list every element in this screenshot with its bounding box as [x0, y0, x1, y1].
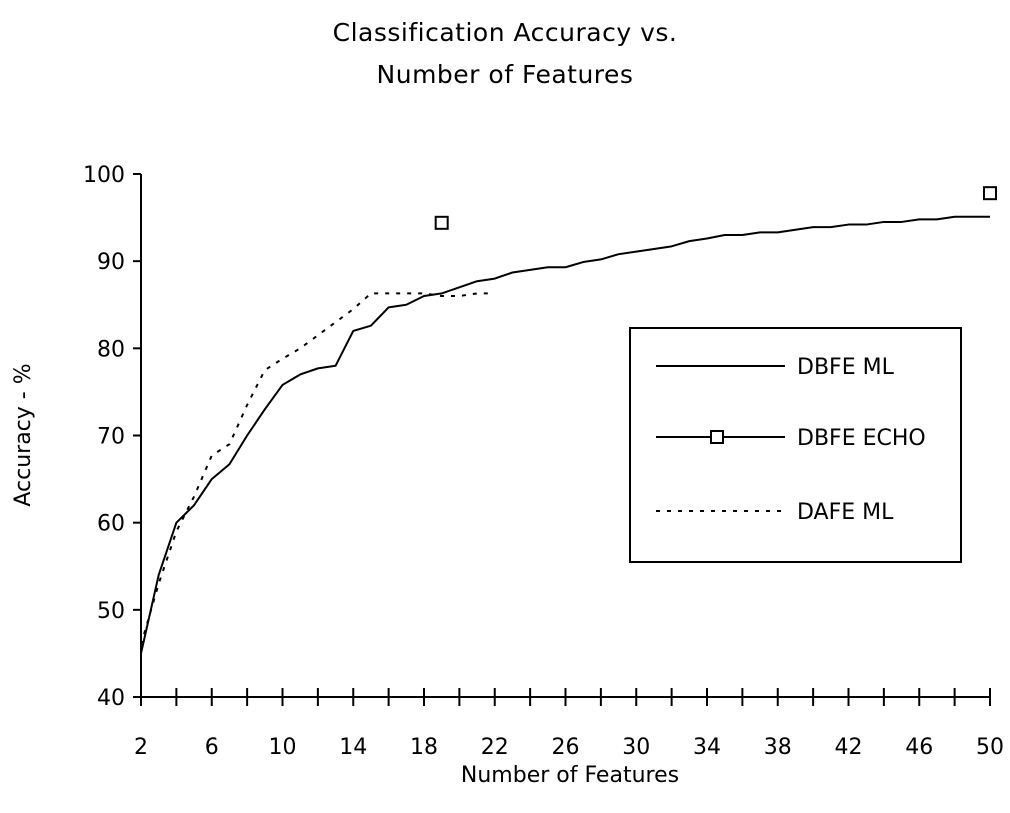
x-tick-label: 50 [976, 735, 1004, 760]
x-tick-label: 38 [764, 735, 792, 760]
x-tick-label: 6 [205, 735, 219, 760]
x-tick-label: 18 [410, 735, 438, 760]
series-line-dbfe-ml [140, 215, 990, 654]
x-tick-label: 26 [552, 735, 580, 760]
y-tick-label: 60 [97, 512, 125, 537]
x-tick-label: 46 [905, 735, 933, 760]
y-ticks: 40 50 60 70 80 90 100 [83, 163, 141, 711]
x-axis-label: Number of Features [461, 763, 679, 788]
x-tick-label: 10 [269, 735, 297, 760]
series-layer [140, 186, 997, 654]
x-tick-label: 14 [339, 735, 367, 760]
x-tick-label: 2 [134, 735, 148, 760]
x-tick-label: 22 [481, 735, 509, 760]
x-ticks: 2 6 10 14 18 22 26 30 34 38 42 46 50 [134, 688, 1004, 760]
legend-label-dafe-ml: DAFE ML [797, 500, 894, 525]
point-dbfe-echo [983, 186, 997, 201]
x-tick-label: 34 [693, 735, 721, 760]
y-tick-label: 50 [97, 599, 125, 624]
y-tick-label: 40 [97, 686, 125, 711]
series-line-dafe-ml [140, 292, 495, 645]
chart-title-line-1: Classification Accuracy vs. [332, 18, 678, 47]
y-tick-label: 90 [97, 250, 125, 275]
legend-label-dbfe-ml: DBFE ML [797, 355, 895, 380]
x-tick-label: 30 [622, 735, 650, 760]
legend-marker-dbfe-echo [710, 430, 724, 444]
legend-label-dbfe-echo: DBFE ECHO [797, 426, 926, 451]
y-axis-label: Accuracy - % [11, 363, 36, 506]
point-dbfe-echo [434, 215, 449, 230]
y-tick-label: 100 [83, 163, 125, 188]
x-tick-label: 42 [835, 735, 863, 760]
chart-title: Classification Accuracy vs. Number of Fe… [0, 12, 1010, 96]
y-tick-label: 80 [97, 337, 125, 362]
legend: DBFE ML DBFE ECHO DAFE ML [629, 327, 962, 563]
y-tick-label: 70 [97, 425, 125, 450]
chart-title-line-2: Number of Features [376, 60, 634, 89]
